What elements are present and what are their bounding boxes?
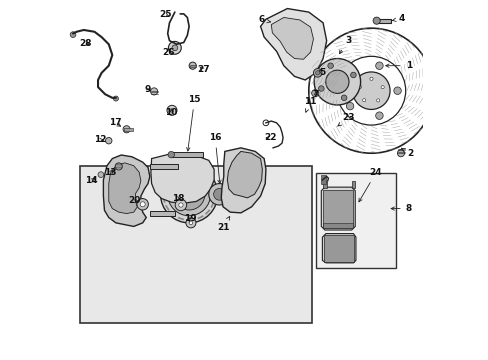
- Text: 23: 23: [337, 113, 354, 126]
- Circle shape: [185, 218, 196, 228]
- Bar: [351, 181, 354, 188]
- Polygon shape: [103, 155, 149, 226]
- Text: 14: 14: [85, 176, 98, 185]
- Text: 3: 3: [339, 36, 350, 54]
- Bar: [189, 64, 196, 67]
- Circle shape: [350, 72, 355, 78]
- Circle shape: [311, 90, 318, 97]
- Circle shape: [166, 105, 177, 115]
- Bar: [323, 181, 326, 188]
- Text: 9: 9: [144, 85, 150, 94]
- Bar: [123, 128, 132, 131]
- Circle shape: [352, 72, 389, 109]
- Circle shape: [137, 199, 148, 210]
- Circle shape: [213, 188, 225, 200]
- Circle shape: [376, 99, 379, 102]
- Bar: [323, 190, 353, 228]
- Circle shape: [170, 109, 173, 112]
- Bar: [323, 223, 353, 228]
- Circle shape: [150, 88, 157, 95]
- Polygon shape: [322, 234, 355, 263]
- Bar: [324, 235, 353, 262]
- Bar: [149, 163, 178, 169]
- Text: 27: 27: [197, 66, 209, 75]
- Circle shape: [346, 102, 353, 110]
- Circle shape: [208, 184, 230, 205]
- Text: 13: 13: [104, 168, 117, 177]
- Polygon shape: [271, 18, 313, 59]
- Circle shape: [341, 95, 346, 100]
- Circle shape: [380, 86, 384, 89]
- Circle shape: [346, 72, 353, 79]
- Circle shape: [397, 150, 404, 157]
- Circle shape: [375, 112, 383, 120]
- Text: 15: 15: [186, 95, 201, 151]
- Circle shape: [362, 99, 365, 102]
- Circle shape: [123, 126, 130, 133]
- Text: 7: 7: [312, 90, 319, 99]
- Text: 25: 25: [159, 10, 171, 19]
- Text: 22: 22: [264, 133, 276, 142]
- Polygon shape: [221, 148, 265, 213]
- Polygon shape: [321, 187, 354, 230]
- Circle shape: [393, 87, 401, 94]
- FancyBboxPatch shape: [80, 166, 312, 323]
- Text: 12: 12: [93, 135, 106, 144]
- Polygon shape: [151, 153, 214, 203]
- Text: 20: 20: [128, 196, 141, 205]
- Circle shape: [168, 41, 181, 54]
- Circle shape: [372, 17, 380, 24]
- Text: 8: 8: [390, 204, 411, 213]
- Bar: [321, 175, 325, 184]
- Text: 21: 21: [216, 216, 229, 231]
- Circle shape: [313, 68, 322, 77]
- Circle shape: [375, 62, 383, 69]
- Circle shape: [179, 203, 183, 207]
- Bar: [376, 18, 390, 23]
- Text: 11: 11: [303, 97, 315, 112]
- Text: 24: 24: [358, 168, 382, 202]
- Circle shape: [173, 179, 204, 210]
- Circle shape: [113, 96, 118, 101]
- Circle shape: [175, 199, 186, 211]
- Circle shape: [98, 172, 103, 177]
- Circle shape: [325, 70, 348, 93]
- Circle shape: [105, 138, 112, 144]
- Circle shape: [115, 163, 122, 170]
- Text: 4: 4: [392, 14, 404, 23]
- Circle shape: [327, 63, 333, 68]
- Text: 18: 18: [172, 194, 184, 203]
- Circle shape: [189, 221, 192, 225]
- Circle shape: [313, 59, 360, 105]
- Text: 5: 5: [319, 68, 325, 77]
- Circle shape: [315, 71, 319, 75]
- Text: 6: 6: [258, 15, 270, 24]
- Text: 26: 26: [162, 48, 174, 57]
- Polygon shape: [260, 9, 326, 80]
- Text: 1: 1: [385, 61, 411, 70]
- Text: 17: 17: [109, 118, 121, 127]
- Text: 28: 28: [79, 39, 92, 48]
- Circle shape: [172, 45, 177, 51]
- Circle shape: [167, 173, 210, 216]
- Polygon shape: [227, 152, 262, 198]
- Polygon shape: [108, 163, 141, 213]
- Circle shape: [189, 62, 196, 69]
- Bar: [149, 211, 175, 216]
- Circle shape: [369, 77, 372, 80]
- Circle shape: [70, 32, 76, 37]
- Text: 10: 10: [165, 108, 177, 117]
- Text: 2: 2: [401, 148, 412, 158]
- Circle shape: [318, 86, 324, 91]
- Circle shape: [358, 85, 361, 89]
- Circle shape: [140, 202, 145, 207]
- Circle shape: [168, 152, 174, 158]
- Text: 16: 16: [208, 133, 221, 184]
- Text: 19: 19: [183, 214, 196, 223]
- FancyBboxPatch shape: [315, 173, 395, 267]
- Circle shape: [160, 166, 217, 223]
- Bar: [171, 153, 203, 157]
